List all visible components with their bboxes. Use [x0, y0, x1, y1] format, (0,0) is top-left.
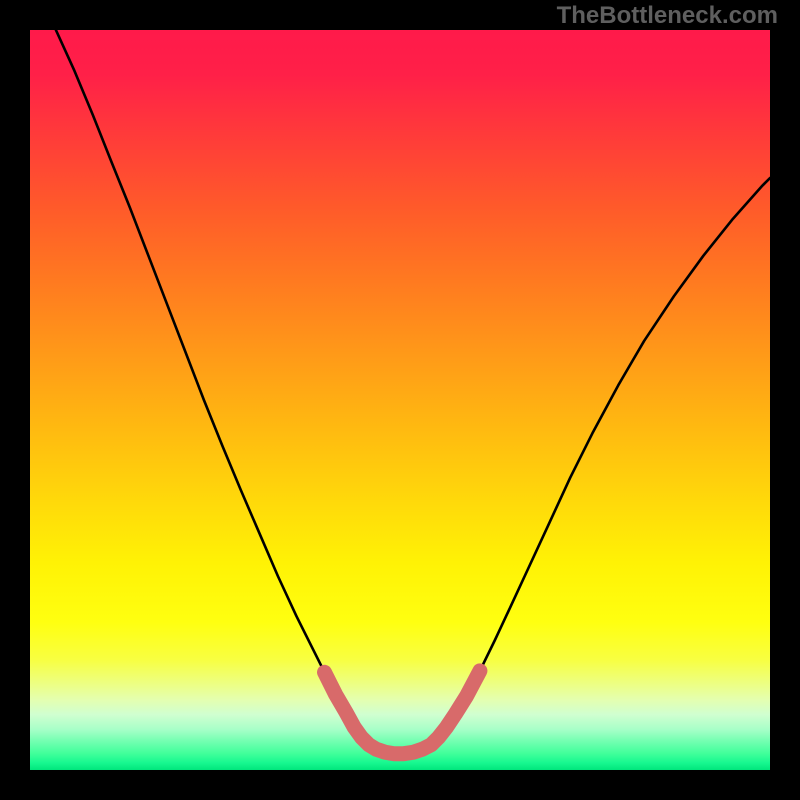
curve-layer: [30, 30, 770, 770]
highlight-curve: [325, 671, 480, 754]
watermark-text: TheBottleneck.com: [557, 2, 778, 30]
plot-area: [30, 30, 770, 770]
main-curve: [56, 30, 770, 754]
